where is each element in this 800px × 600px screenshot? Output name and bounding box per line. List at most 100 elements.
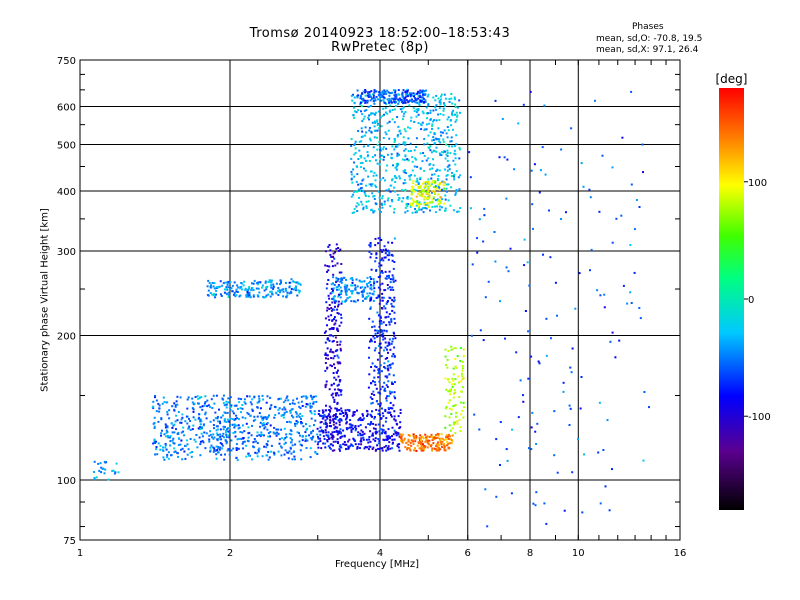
scatter-point — [395, 431, 398, 434]
scatter-point — [403, 128, 406, 131]
scatter-point — [237, 424, 240, 427]
scatter-point — [470, 334, 473, 337]
scatter-point — [395, 422, 398, 425]
scatter-point — [383, 329, 386, 332]
scatter-point — [371, 448, 374, 450]
scatter-point — [370, 382, 372, 385]
scatter-point — [394, 175, 396, 177]
scatter-point — [366, 446, 368, 449]
scatter-point — [399, 108, 402, 111]
scatter-point — [256, 452, 259, 455]
scatter-point — [175, 414, 178, 417]
scatter-point — [449, 140, 452, 143]
scatter-point — [324, 409, 327, 412]
scatter-point — [327, 245, 330, 248]
scatter-point — [370, 208, 373, 211]
stats-x-mode: mean, sd,X: 97.1, 26.4 — [596, 45, 699, 55]
scatter-point — [198, 436, 201, 439]
scatter-point — [383, 200, 386, 203]
scatter-point — [328, 297, 331, 300]
scatter-point — [264, 296, 267, 299]
scatter-point — [280, 428, 283, 431]
scatter-point — [394, 105, 397, 107]
scatter-point — [453, 404, 456, 407]
scatter-point — [273, 416, 276, 419]
scatter-point — [577, 438, 579, 441]
scatter-point — [328, 304, 331, 306]
scatter-point — [331, 301, 334, 304]
scatter-point — [417, 187, 420, 190]
scatter-point — [371, 326, 374, 329]
scatter-point — [454, 157, 457, 160]
scatter-point — [384, 307, 387, 310]
scatter-point — [157, 442, 160, 445]
scatter-point — [362, 438, 365, 441]
scatter-point — [389, 348, 392, 351]
scatter-point — [454, 404, 457, 406]
scatter-point — [431, 201, 434, 204]
scatter-point — [321, 417, 324, 420]
scatter-point — [445, 190, 448, 193]
y-tick-label: 500 — [57, 141, 76, 152]
scatter-point — [384, 90, 387, 93]
scatter-point — [415, 201, 418, 204]
scatter-point — [444, 407, 447, 410]
scatter-point — [154, 395, 157, 397]
scatter-point — [252, 294, 255, 297]
scatter-point — [396, 445, 399, 447]
scatter-point — [361, 280, 364, 283]
scatter-point — [184, 457, 187, 460]
scatter-point — [324, 419, 327, 422]
scatter-point — [317, 413, 320, 415]
scatter-point — [415, 158, 417, 161]
scatter-point — [420, 447, 422, 450]
scatter-point — [325, 380, 328, 383]
scatter-point — [265, 423, 268, 426]
scatter-point — [391, 309, 394, 312]
scatter-point — [391, 200, 394, 203]
scatter-point — [560, 218, 562, 220]
scatter-point — [382, 137, 385, 139]
scatter-point — [421, 96, 424, 99]
scatter-point — [354, 140, 357, 143]
scatter-point — [301, 405, 304, 407]
scatter-point — [180, 421, 183, 424]
scatter-point — [375, 366, 378, 369]
scatter-point — [414, 157, 417, 160]
scatter-point — [362, 436, 365, 439]
scatter-point — [209, 405, 211, 408]
scatter-point — [412, 179, 415, 182]
scatter-point — [353, 101, 356, 104]
scatter-point — [251, 458, 254, 461]
scatter-point — [388, 286, 391, 289]
scatter-point — [301, 422, 304, 425]
scatter-point — [436, 432, 439, 435]
scatter-point — [344, 413, 347, 415]
scatter-point — [196, 446, 199, 449]
scatter-point — [450, 136, 453, 139]
scatter-point — [281, 288, 284, 291]
scatter-point — [413, 437, 416, 440]
scatter-point — [379, 271, 382, 274]
scatter-point — [301, 415, 304, 418]
scatter-point — [522, 400, 525, 403]
scatter-point — [379, 404, 381, 407]
scatter-point — [204, 413, 207, 416]
scatter-point — [403, 439, 406, 442]
scatter-point — [375, 159, 377, 162]
scatter-point — [431, 139, 434, 142]
scatter-point — [355, 205, 358, 208]
scatter-point — [331, 431, 334, 434]
scatter-point — [373, 325, 376, 328]
scatter-point — [461, 378, 464, 381]
scatter-point — [186, 407, 189, 410]
scatter-point — [302, 395, 305, 398]
scatter-point — [300, 417, 302, 420]
scatter-point — [354, 300, 357, 303]
scatter-point — [263, 423, 266, 426]
scatter-point — [446, 443, 449, 446]
scatter-point — [283, 427, 286, 430]
scatter-point — [386, 447, 389, 450]
scatter-point — [381, 432, 383, 435]
scatter-point — [444, 438, 447, 441]
